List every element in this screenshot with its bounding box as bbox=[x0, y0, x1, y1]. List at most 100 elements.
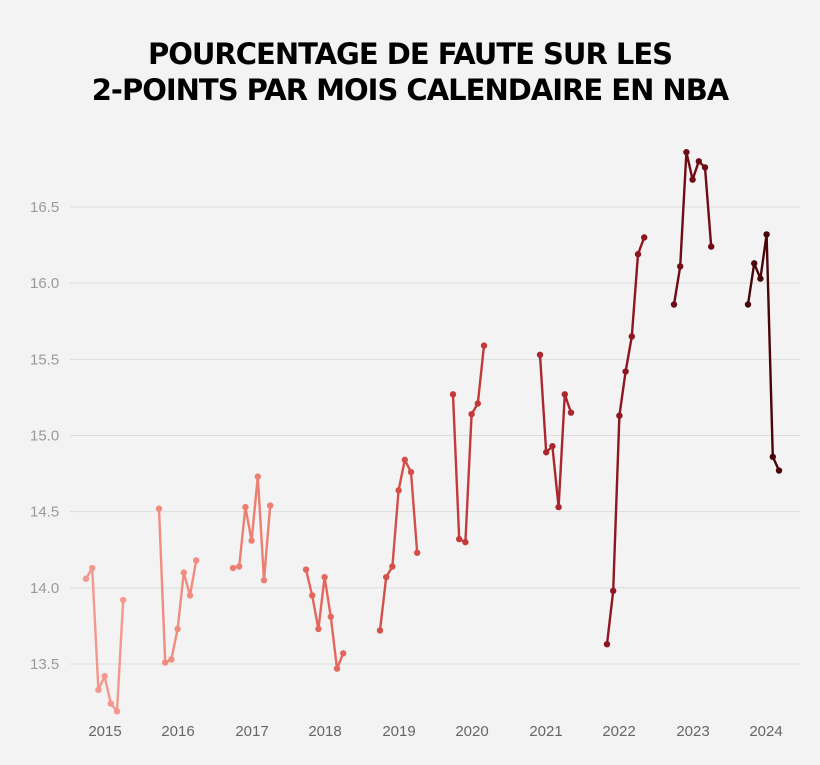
data-point bbox=[567, 409, 575, 416]
y-tick-label: 14.0 bbox=[30, 580, 59, 597]
data-point bbox=[616, 412, 623, 419]
data-point bbox=[193, 557, 200, 564]
x-year-label-2015: 2015 bbox=[88, 723, 121, 740]
series-2023 bbox=[670, 148, 715, 308]
x-year-label-2023: 2023 bbox=[676, 723, 709, 740]
x-year-label-2019: 2019 bbox=[382, 723, 415, 740]
series-line-2020 bbox=[451, 345, 486, 544]
series-line-2021 bbox=[538, 354, 573, 509]
data-point bbox=[229, 564, 237, 572]
data-point bbox=[641, 234, 648, 241]
data-point bbox=[236, 563, 243, 570]
data-point bbox=[543, 449, 550, 456]
y-tick-label: 16.0 bbox=[30, 275, 59, 292]
series-2024 bbox=[744, 231, 783, 474]
data-point bbox=[82, 575, 90, 582]
x-year-label-2022: 2022 bbox=[602, 723, 635, 740]
x-year-label-2016: 2016 bbox=[161, 723, 194, 740]
series-line-2015 bbox=[84, 566, 125, 713]
data-point bbox=[321, 573, 328, 581]
data-point bbox=[260, 577, 268, 584]
data-point bbox=[474, 400, 481, 407]
data-point bbox=[561, 391, 568, 398]
data-point bbox=[267, 502, 274, 509]
data-point bbox=[670, 301, 678, 308]
data-point bbox=[480, 342, 488, 349]
data-point bbox=[634, 251, 642, 258]
data-point bbox=[708, 243, 715, 250]
data-point bbox=[775, 467, 783, 474]
data-point bbox=[95, 686, 102, 694]
y-tick-label: 14.5 bbox=[30, 504, 59, 521]
y-axis-tick-labels: 13.5 14.0 14.5 15.0 15.5 16.0 16.5 bbox=[30, 199, 59, 673]
data-point bbox=[242, 503, 249, 511]
data-point bbox=[89, 564, 96, 572]
data-point bbox=[389, 563, 396, 570]
data-point bbox=[248, 537, 255, 544]
data-point bbox=[701, 164, 709, 171]
data-point bbox=[120, 596, 127, 604]
data-point bbox=[383, 573, 390, 581]
gridlines bbox=[70, 206, 800, 665]
x-axis-year-labels: 2015 2016 2017 2018 2019 2020 2021 2022 2023 2024 bbox=[88, 723, 782, 740]
series-line-2023 bbox=[672, 150, 713, 305]
data-point bbox=[186, 592, 194, 599]
data-series bbox=[82, 148, 783, 715]
data-point bbox=[610, 587, 617, 595]
data-point bbox=[302, 566, 310, 573]
data-point bbox=[155, 505, 163, 512]
data-point bbox=[174, 625, 181, 633]
series-2021 bbox=[536, 351, 575, 511]
data-point bbox=[180, 569, 187, 576]
x-year-label-2021: 2021 bbox=[529, 723, 562, 740]
data-point bbox=[763, 231, 770, 238]
data-point bbox=[757, 275, 764, 282]
data-point bbox=[689, 176, 696, 183]
series-2020 bbox=[449, 342, 488, 546]
data-point bbox=[683, 148, 690, 156]
data-point bbox=[401, 456, 408, 464]
data-point bbox=[395, 487, 402, 494]
data-point bbox=[462, 538, 469, 546]
data-point bbox=[744, 301, 752, 308]
x-year-label-2020: 2020 bbox=[455, 723, 488, 740]
data-point bbox=[327, 613, 334, 620]
data-point bbox=[407, 468, 415, 476]
y-tick-label: 15.0 bbox=[30, 428, 59, 445]
data-point bbox=[603, 640, 611, 648]
series-line-2018 bbox=[304, 569, 345, 670]
data-point bbox=[549, 442, 556, 450]
data-point bbox=[107, 700, 115, 707]
series-2019 bbox=[376, 456, 421, 634]
data-point bbox=[677, 263, 684, 270]
data-point bbox=[456, 535, 463, 543]
x-year-label-2018: 2018 bbox=[308, 723, 341, 740]
series-2015 bbox=[82, 564, 127, 715]
data-point bbox=[555, 503, 562, 511]
data-point bbox=[168, 656, 175, 663]
chart-title-line-1: POURCENTAGE DE FAUTE SUR LES bbox=[147, 37, 673, 71]
data-point bbox=[315, 625, 322, 633]
data-point bbox=[333, 665, 341, 672]
data-point bbox=[695, 158, 702, 165]
data-point bbox=[376, 627, 384, 634]
y-tick-label: 13.5 bbox=[30, 656, 59, 673]
data-point bbox=[449, 391, 457, 398]
data-point bbox=[113, 708, 121, 715]
x-year-label-2024: 2024 bbox=[749, 723, 782, 740]
data-point bbox=[751, 260, 758, 267]
data-point bbox=[162, 659, 169, 666]
data-point bbox=[769, 453, 776, 461]
series-line-2016 bbox=[157, 508, 198, 664]
data-point bbox=[101, 672, 108, 680]
series-line-2022 bbox=[605, 237, 646, 645]
series-2022 bbox=[603, 234, 648, 648]
data-point bbox=[254, 473, 261, 480]
data-point bbox=[340, 650, 347, 657]
series-line-2019 bbox=[378, 458, 419, 631]
series-2016 bbox=[155, 505, 200, 666]
data-point bbox=[536, 351, 544, 358]
series-2017 bbox=[229, 473, 274, 584]
y-tick-label: 16.5 bbox=[30, 199, 59, 216]
